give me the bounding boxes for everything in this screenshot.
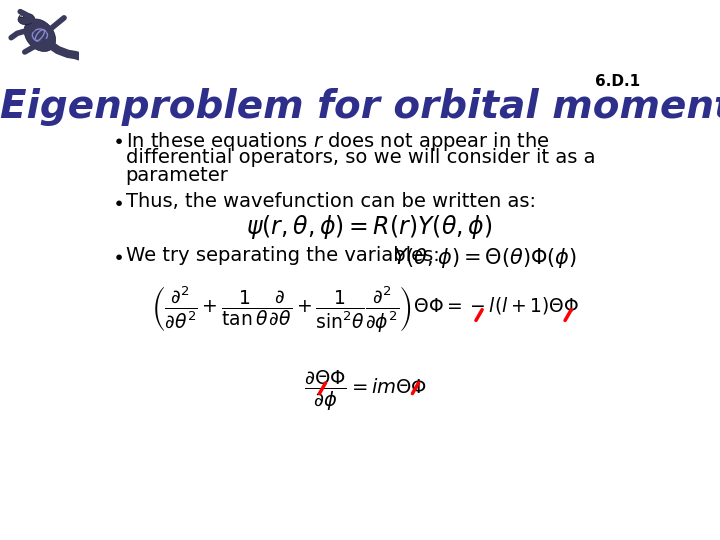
Text: $\bullet$: $\bullet$ xyxy=(112,246,122,265)
Circle shape xyxy=(21,15,22,17)
Ellipse shape xyxy=(18,14,35,25)
Text: In these equations $r$ does not appear in the: In these equations $r$ does not appear i… xyxy=(126,130,549,153)
Text: differential operators, so we will consider it as a: differential operators, so we will consi… xyxy=(126,148,595,167)
Text: 6.D.1: 6.D.1 xyxy=(595,74,640,89)
Text: We try separating the variables:: We try separating the variables: xyxy=(126,246,439,265)
Text: $Y(\theta,\phi) = \Theta(\theta)\Phi(\phi)$: $Y(\theta,\phi) = \Theta(\theta)\Phi(\ph… xyxy=(393,246,577,270)
Text: Thus, the wavefunction can be written as:: Thus, the wavefunction can be written as… xyxy=(126,192,536,211)
Text: $\bullet$: $\bullet$ xyxy=(112,192,122,211)
Text: $\dfrac{\partial\Theta\Phi}{\partial\phi} = im\Theta\Phi$: $\dfrac{\partial\Theta\Phi}{\partial\phi… xyxy=(304,369,427,413)
Text: Eigenproblem for orbital momentum: Eigenproblem for orbital momentum xyxy=(0,88,720,126)
Text: $\psi(r,\theta,\phi) = R(r)Y(\theta,\phi)$: $\psi(r,\theta,\phi) = R(r)Y(\theta,\phi… xyxy=(246,213,492,241)
Text: $\left(\dfrac{\partial^2}{\partial\theta^2} + \dfrac{1}{\tan\theta}\dfrac{\parti: $\left(\dfrac{\partial^2}{\partial\theta… xyxy=(151,284,580,334)
Text: $\bullet$: $\bullet$ xyxy=(112,130,122,149)
Text: parameter: parameter xyxy=(126,166,228,185)
Circle shape xyxy=(20,15,24,17)
Ellipse shape xyxy=(24,19,55,51)
